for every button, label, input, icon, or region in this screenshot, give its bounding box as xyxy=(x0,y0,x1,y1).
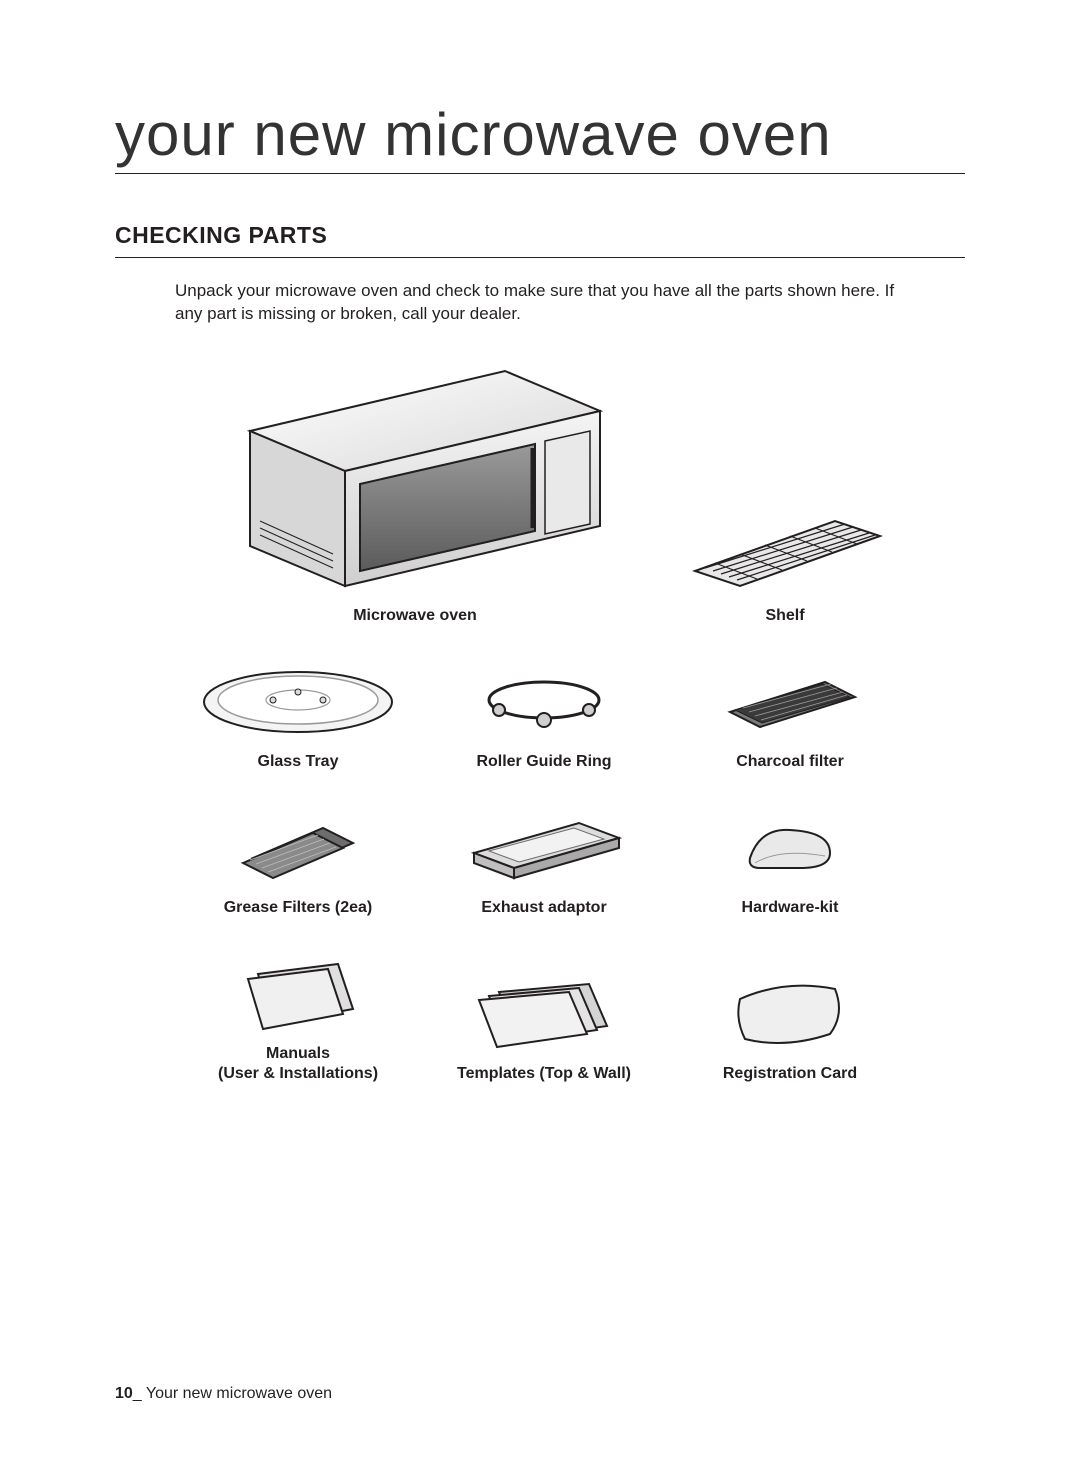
section-heading: CHECKING PARTS xyxy=(115,222,965,258)
page-number: 10 xyxy=(115,1385,133,1402)
part-microwave: Microwave oven xyxy=(175,356,655,626)
glass-tray-icon xyxy=(198,662,398,742)
roller-ring-icon xyxy=(469,662,619,742)
part-registration-card: Registration Card xyxy=(667,954,913,1084)
parts-grid: Microwave oven xyxy=(175,356,915,1084)
exhaust-adaptor-icon xyxy=(459,808,629,888)
part-templates: Templates (Top & Wall) xyxy=(421,954,667,1084)
part-label: Exhaust adaptor xyxy=(481,898,606,918)
part-shelf: Shelf xyxy=(655,356,915,626)
part-label: Charcoal filter xyxy=(736,752,844,772)
part-label: Hardware-kit xyxy=(742,898,839,918)
part-label: Registration Card xyxy=(723,1064,857,1084)
footer-separator: _ xyxy=(133,1385,146,1402)
parts-row-3: Grease Filters (2ea) Exhaust adaptor xyxy=(175,808,915,918)
shelf-icon xyxy=(685,506,885,596)
part-hardware-kit: Hardware-kit xyxy=(667,808,913,918)
registration-card-icon xyxy=(715,974,865,1054)
part-manuals: Manuals (User & Installations) xyxy=(175,954,421,1084)
part-label: Grease Filters (2ea) xyxy=(224,898,373,918)
footer-label: Your new microwave oven xyxy=(146,1385,332,1402)
part-grease-filters: Grease Filters (2ea) xyxy=(175,808,421,918)
manuals-line2: (User & Installations) xyxy=(218,1065,378,1082)
intro-text: Unpack your microwave oven and check to … xyxy=(175,280,915,326)
manuals-icon xyxy=(223,954,373,1034)
part-label: Manuals (User & Installations) xyxy=(218,1044,378,1084)
manuals-line1: Manuals xyxy=(266,1045,330,1062)
part-roller-ring: Roller Guide Ring xyxy=(421,662,667,772)
part-label: Microwave oven xyxy=(353,606,477,626)
part-charcoal-filter: Charcoal filter xyxy=(667,662,913,772)
part-label: Templates (Top & Wall) xyxy=(457,1064,631,1084)
document-page: your new microwave oven CHECKING PARTS U… xyxy=(0,0,1080,1483)
templates-icon xyxy=(459,974,629,1054)
hardware-kit-icon xyxy=(730,808,850,888)
parts-row-2: Glass Tray Roller Guide Ring xyxy=(175,662,915,772)
part-glass-tray: Glass Tray xyxy=(175,662,421,772)
part-label: Roller Guide Ring xyxy=(476,752,611,772)
microwave-icon xyxy=(215,356,615,596)
parts-row-1: Microwave oven xyxy=(175,356,915,626)
part-label: Shelf xyxy=(765,606,804,626)
grease-filters-icon xyxy=(228,808,368,888)
part-exhaust-adaptor: Exhaust adaptor xyxy=(421,808,667,918)
parts-row-4: Manuals (User & Installations) Templates… xyxy=(175,954,915,1084)
part-label: Glass Tray xyxy=(258,752,339,772)
page-title: your new microwave oven xyxy=(115,100,965,174)
page-footer: 10_ Your new microwave oven xyxy=(115,1385,332,1403)
charcoal-filter-icon xyxy=(715,662,865,742)
